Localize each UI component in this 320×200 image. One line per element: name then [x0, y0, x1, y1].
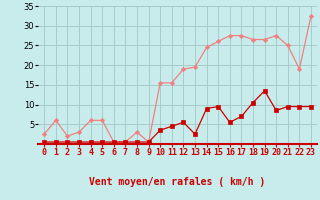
X-axis label: Vent moyen/en rafales ( km/h ): Vent moyen/en rafales ( km/h )	[90, 177, 266, 187]
